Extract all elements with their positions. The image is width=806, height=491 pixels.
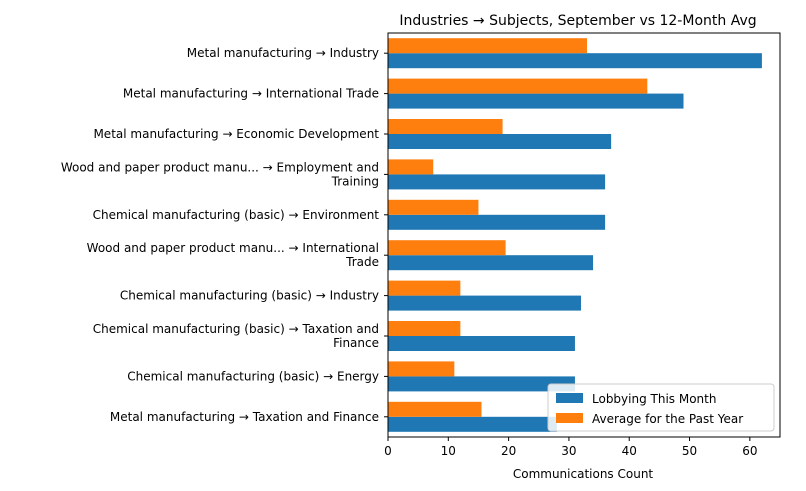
bar-past-year-avg-6 [388, 280, 461, 296]
bar-this-month-4 [388, 214, 606, 230]
chart-title: Industries → Subjects, September vs 12-M… [399, 13, 756, 29]
bar-this-month-0 [388, 53, 762, 69]
y-tick-label-line: Finance [333, 336, 379, 350]
legend-label: Average for the Past Year [592, 412, 743, 426]
x-tick-label: 20 [501, 444, 516, 458]
y-tick-label-line: Chemical manufacturing (basic) → Industr… [120, 289, 379, 303]
bar-past-year-avg-1 [388, 78, 648, 94]
y-tick-label-line: Chemical manufacturing (basic) → Environ… [93, 208, 380, 222]
legend: Lobbying This Month Average for the Past … [547, 383, 775, 432]
y-tick-label: Chemical manufacturing (basic) → Industr… [120, 289, 379, 303]
y-tick-label-line: Trade [345, 255, 379, 269]
bar-this-month-8 [388, 376, 575, 392]
legend-label: Lobbying This Month [592, 392, 716, 406]
bar-this-month-9 [388, 416, 557, 432]
x-tick-label: 10 [441, 444, 456, 458]
y-tick-label: Wood and paper product manu... → Interna… [87, 241, 379, 269]
y-tick-label-line: Wood and paper product manu... → Employm… [61, 160, 379, 174]
bar-past-year-avg-3 [388, 159, 434, 175]
bar-past-year-avg-2 [388, 119, 503, 134]
y-tick-label: Metal manufacturing → Taxation and Finan… [110, 410, 379, 424]
legend-box [547, 383, 775, 432]
y-tick-label: Metal manufacturing → Industry [187, 46, 379, 60]
bar-this-month-1 [388, 93, 684, 109]
bar-past-year-avg-5 [388, 240, 506, 256]
bar-this-month-6 [388, 295, 581, 311]
x-axis-label: Communications Count [513, 467, 654, 481]
bar-past-year-avg-0 [388, 38, 588, 54]
plot-frame [387, 32, 781, 438]
legend-swatch [556, 413, 583, 423]
bar-this-month-2 [388, 134, 612, 149]
x-tick-label: 0 [384, 444, 392, 458]
y-tick-label: Chemical manufacturing (basic) → Taxatio… [93, 322, 379, 350]
bar-this-month-5 [388, 255, 594, 271]
y-tick-label-line: Metal manufacturing → Economic Developme… [93, 127, 379, 141]
y-tick-label: Metal manufacturing → International Trad… [123, 87, 379, 101]
bar-past-year-avg-4 [388, 199, 479, 215]
x-tick-label: 40 [622, 444, 637, 458]
y-tick-label-line: Wood and paper product manu... → Interna… [87, 241, 379, 255]
y-tick-label-line: Metal manufacturing → International Trad… [123, 87, 379, 101]
x-tick-label: 30 [561, 444, 576, 458]
y-tick-label: Chemical manufacturing (basic) → Energy [127, 369, 379, 383]
bar-past-year-avg-9 [388, 401, 482, 417]
y-tick-label: Metal manufacturing → Economic Developme… [93, 127, 379, 141]
y-tick-label-line: Metal manufacturing → Industry [187, 46, 379, 60]
x-tick-label: 60 [742, 444, 757, 458]
bar-this-month-7 [388, 336, 575, 351]
y-tick-label: Chemical manufacturing (basic) → Environ… [93, 208, 380, 222]
bar-past-year-avg-7 [388, 321, 461, 336]
x-tick-label: 50 [682, 444, 697, 458]
y-tick-label-line: Chemical manufacturing (basic) → Energy [127, 369, 379, 383]
bar-past-year-avg-8 [388, 361, 455, 377]
y-tick-label-line: Metal manufacturing → Taxation and Finan… [110, 410, 379, 424]
bar-this-month-3 [388, 174, 606, 190]
legend-swatch [556, 393, 583, 403]
y-tick-label-line: Chemical manufacturing (basic) → Taxatio… [93, 322, 379, 336]
y-tick-label-line: Training [331, 174, 379, 188]
plot-area: Metal manufacturing → Industry Metal manu… [61, 32, 781, 458]
y-tick-label: Wood and paper product manu... → Employm… [61, 160, 379, 188]
